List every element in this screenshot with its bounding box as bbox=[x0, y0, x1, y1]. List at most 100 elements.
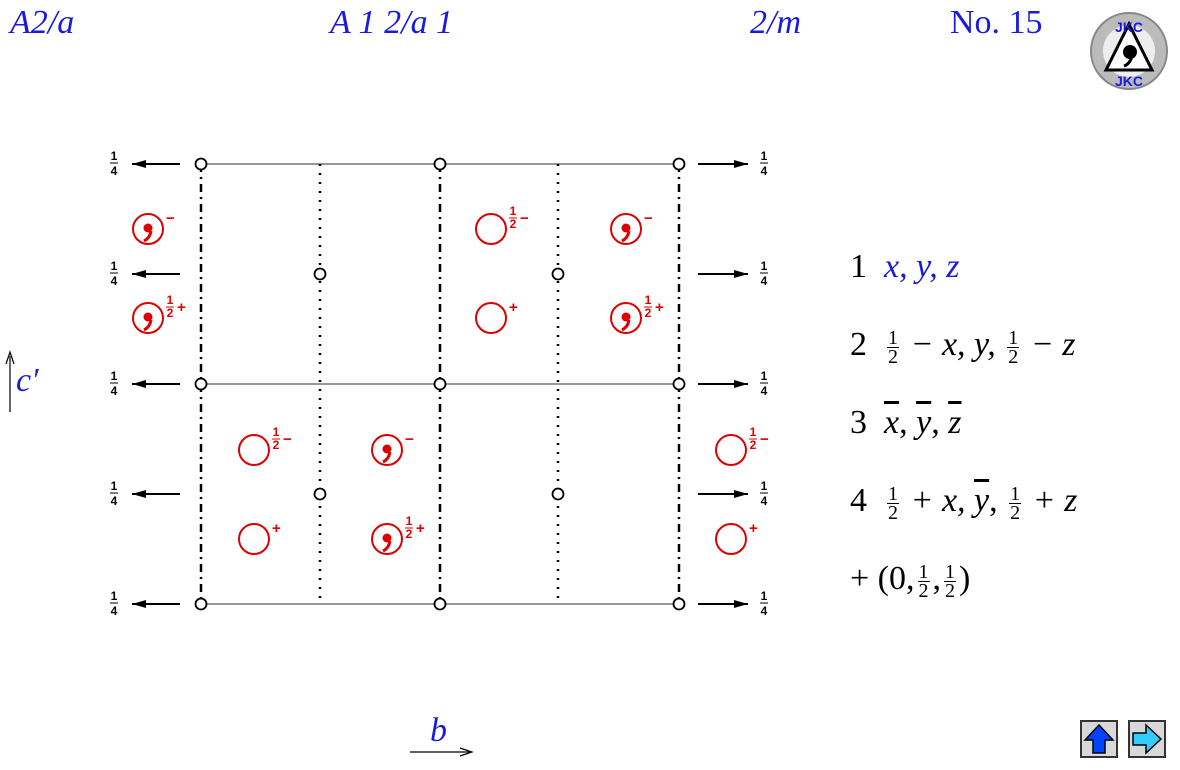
quarter-den: 4 bbox=[761, 384, 768, 398]
twofold-axis-arrow bbox=[698, 600, 748, 608]
height-sign: + bbox=[272, 520, 281, 537]
position-circle: 12− bbox=[715, 425, 769, 466]
position-with-comma: 12 + bbox=[610, 293, 664, 334]
arrow-head bbox=[132, 490, 146, 498]
half-den: 2 bbox=[645, 306, 652, 320]
position-circle-icon bbox=[475, 302, 507, 334]
operation-3: 3 x, y, z bbox=[850, 404, 962, 441]
height-quarter-label: 14 bbox=[760, 479, 768, 508]
inversion-centre-icon bbox=[672, 157, 686, 171]
inversion-centre-icon bbox=[313, 267, 327, 281]
quarter-num: 1 bbox=[111, 479, 118, 493]
equivalent-positions: −12 +12 −+−12 +12 −+−12 +12 −+ bbox=[132, 204, 769, 555]
logo-text-bottom: JKC bbox=[1115, 73, 1143, 89]
next-button[interactable] bbox=[1128, 720, 1166, 758]
twofold-axis-arrow bbox=[132, 160, 180, 168]
position-with-comma: 12 + bbox=[371, 514, 425, 555]
quarter-num: 1 bbox=[111, 259, 118, 273]
operation-1: 1 x, y, z bbox=[850, 248, 960, 285]
half-num: 1 bbox=[645, 293, 652, 307]
twofold-axis-arrow bbox=[698, 490, 748, 498]
inversion-centre-icon bbox=[433, 377, 447, 391]
twofold-axis-arrow bbox=[132, 270, 180, 278]
space-group-number: No. 15 bbox=[950, 4, 1043, 41]
position-with-comma: − bbox=[371, 431, 414, 466]
position-circle-icon bbox=[238, 434, 270, 466]
position-circle-icon bbox=[371, 523, 403, 555]
quarter-num: 1 bbox=[761, 589, 768, 603]
inversion-centre-icon bbox=[433, 597, 447, 611]
comma-tail-icon bbox=[143, 319, 153, 332]
quarter-num: 1 bbox=[761, 259, 768, 273]
half-den: 2 bbox=[510, 217, 517, 231]
half-den: 2 bbox=[167, 306, 174, 320]
position-with-comma: − bbox=[610, 210, 653, 245]
height-sign: − bbox=[644, 210, 653, 227]
quarter-num: 1 bbox=[761, 149, 768, 163]
quarter-den: 4 bbox=[761, 604, 768, 618]
position-circle: 12− bbox=[475, 204, 529, 245]
quarter-num: 1 bbox=[761, 479, 768, 493]
position-circle: + bbox=[238, 520, 281, 555]
arrow-head bbox=[132, 270, 146, 278]
quarter-num: 1 bbox=[761, 369, 768, 383]
arrow-head bbox=[734, 380, 748, 388]
height-sign: + bbox=[749, 520, 758, 537]
height-quarter-label: 14 bbox=[760, 589, 768, 618]
comma-tail-icon bbox=[382, 540, 392, 553]
position-circle-icon bbox=[371, 434, 403, 466]
comma-tail-icon bbox=[621, 319, 631, 332]
position-circle-icon bbox=[132, 302, 164, 334]
height-quarter-label: 14 bbox=[110, 479, 118, 508]
height-quarter-label: 14 bbox=[110, 149, 118, 178]
position-circle: + bbox=[475, 299, 518, 334]
inversion-centre-icon bbox=[194, 157, 208, 171]
comma-dot-icon bbox=[382, 533, 392, 543]
height-sign: + bbox=[177, 299, 186, 316]
position-circle: 12− bbox=[238, 425, 292, 466]
comma-tail-icon bbox=[621, 230, 631, 243]
quarter-den: 4 bbox=[761, 164, 768, 178]
arrow-head bbox=[734, 600, 748, 608]
position-circle-icon bbox=[475, 213, 507, 245]
inversion-centre-icon bbox=[672, 597, 686, 611]
inversion-centre-icon bbox=[194, 597, 208, 611]
up-button[interactable] bbox=[1080, 720, 1118, 758]
quarter-den: 4 bbox=[111, 494, 118, 508]
position-circle-icon bbox=[610, 213, 642, 245]
inversion-centre-icon bbox=[551, 267, 565, 281]
comma-dot-icon bbox=[143, 223, 153, 233]
position-circle-icon bbox=[610, 302, 642, 334]
quarter-den: 4 bbox=[111, 164, 118, 178]
quarter-den: 4 bbox=[761, 494, 768, 508]
twofold-axis-arrow bbox=[132, 380, 180, 388]
b-axis-arrow bbox=[410, 747, 474, 757]
arrow-head bbox=[734, 270, 748, 278]
half-num: 1 bbox=[510, 204, 517, 218]
position-circle: + bbox=[715, 520, 758, 555]
half-den: 2 bbox=[750, 438, 757, 452]
inversion-centres bbox=[194, 157, 686, 611]
twofold-axis-arrow bbox=[698, 380, 748, 388]
centering-translation: + (0, 1 2, 1 2) bbox=[850, 560, 971, 602]
inversion-centre-icon bbox=[551, 487, 565, 501]
quarter-den: 4 bbox=[111, 604, 118, 618]
height-sign: + bbox=[655, 299, 664, 316]
height-sign: − bbox=[520, 210, 529, 227]
height-quarter-label: 14 bbox=[760, 369, 768, 398]
right-arrow-icon bbox=[1132, 723, 1163, 755]
height-quarter-label: 14 bbox=[110, 369, 118, 398]
twofold-axis-arrow bbox=[132, 600, 180, 608]
arrow-head bbox=[132, 600, 146, 608]
twofold-axis-arrow bbox=[132, 490, 180, 498]
comma-tail-icon bbox=[143, 230, 153, 243]
height-sign: + bbox=[416, 520, 425, 537]
b-axis-label: b bbox=[430, 712, 447, 749]
logo-text-top: JKC bbox=[1115, 19, 1143, 35]
comma-dot-icon bbox=[621, 223, 631, 233]
full-symbol: A 1 2/a 1 bbox=[330, 4, 454, 41]
quarter-den: 4 bbox=[111, 384, 118, 398]
inversion-centre-icon bbox=[194, 377, 208, 391]
